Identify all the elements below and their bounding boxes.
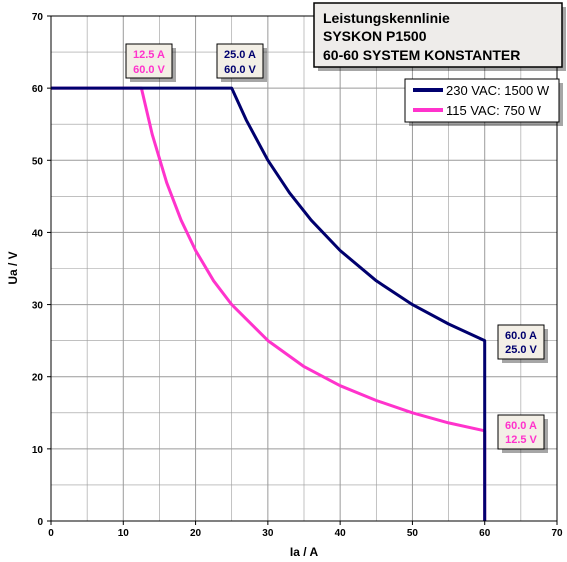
y-tick-label: 0 — [37, 517, 43, 528]
annotation-text: 25.0 A — [224, 49, 256, 61]
annotation-115vac-max-current: 60.0 A 12.5 V — [497, 414, 548, 453]
x-tick-label: 10 — [118, 528, 130, 539]
annotation-230vac-max-current: 60.0 A 25.0 V — [497, 324, 548, 363]
y-tick-label: 70 — [32, 12, 44, 23]
x-tick-label: 20 — [190, 528, 202, 539]
x-tick-label: 50 — [407, 528, 419, 539]
annotation-text: 25.0 V — [505, 344, 537, 356]
annotation-text: 60.0 V — [224, 64, 256, 76]
legend-label-230vac: 230 VAC: 1500 W — [446, 83, 550, 98]
y-tick-label: 10 — [32, 445, 44, 456]
annotation-text: 12.5 A — [133, 49, 165, 61]
series-line-1 — [51, 86, 487, 521]
series-lines — [51, 86, 487, 521]
chart-title-line-1: Leistungskennlinie — [323, 10, 450, 26]
annotation-text: 60.0 V — [133, 64, 165, 76]
annotation-115vac-corner: 12.5 A 60.0 V — [125, 43, 176, 82]
x-tick-label: 70 — [551, 528, 563, 539]
y-tick-label: 30 — [32, 301, 44, 312]
annotation-230vac-corner: 25.0 A 60.0 V — [216, 43, 267, 82]
y-tick-label: 50 — [32, 156, 44, 167]
series-line-0 — [51, 86, 487, 521]
grid — [51, 16, 557, 521]
plot-frame — [50, 15, 558, 522]
y-tick-label: 60 — [32, 84, 44, 95]
annotation-text: 60.0 A — [505, 420, 537, 432]
annotation-text: 60.0 A — [505, 330, 537, 342]
x-tick-label: 0 — [48, 528, 54, 539]
y-axis-label: Ua / V — [6, 251, 20, 284]
title-box: Leistungskennlinie SYSKON P1500 60-60 SY… — [313, 2, 566, 71]
legend-label-115vac: 115 VAC: 750 W — [446, 103, 542, 118]
x-axis-label: Ia / A — [290, 545, 319, 559]
chart-title-line-2: SYSKON P1500 — [323, 28, 427, 44]
annotation-text: 12.5 V — [505, 434, 537, 446]
y-tick-label: 40 — [32, 228, 44, 239]
tick-labels: 0 10 20 30 40 50 60 70 0 10 20 30 40 50 60 70 — [32, 12, 563, 539]
chart-title-line-3: 60-60 SYSTEM KONSTANTER — [323, 47, 520, 63]
x-tick-label: 40 — [335, 528, 347, 539]
legend: 230 VAC: 1500 W 115 VAC: 750 W — [404, 78, 563, 126]
x-tick-label: 60 — [479, 528, 491, 539]
x-tick-label: 30 — [262, 528, 274, 539]
y-tick-label: 20 — [32, 373, 44, 384]
